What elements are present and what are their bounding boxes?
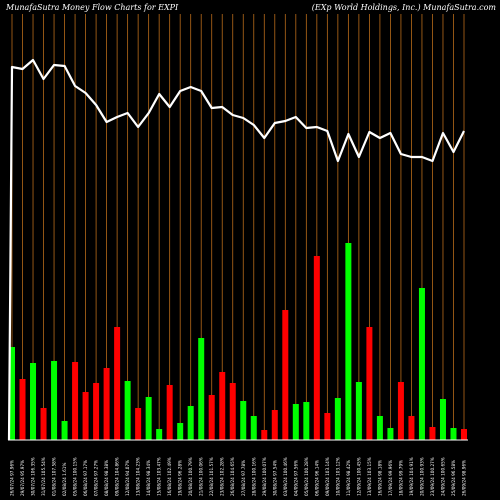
bar [429,427,436,440]
bar [376,416,383,440]
x-tick-label: 20/09/24 100.93% [419,457,424,496]
chart-title-left: MunafaSutra Money Flow Charts for EXPI [5,3,179,12]
x-tick-label: 26/07/24 97.96% [10,460,15,496]
bar [250,416,257,440]
x-tick-label: 22/08/24 101.57% [209,457,214,496]
x-tick-label: 30/07/24 106.35% [31,457,36,496]
bars-layer [9,243,467,440]
x-tick-label: 03/09/24 100.46% [283,457,288,496]
bar [229,383,236,440]
x-tick-label: 05/09/24 100.28% [304,457,309,496]
bar [135,408,142,440]
x-tick-label: 23/09/24 100.27% [430,457,435,496]
bar [303,402,310,440]
x-tick-label: 30/08/24 97.54% [272,460,277,496]
bar [408,416,415,440]
bar [19,379,26,440]
bar [82,392,89,440]
bar [198,338,205,440]
x-tick-label: 29/07/24 95.97% [20,460,25,496]
bar [366,327,373,440]
x-tick-label: 09/09/24 103.14% [325,457,330,496]
bar [355,382,362,440]
bar [271,410,278,440]
x-tick-label: 21/08/24 100.06% [199,457,204,496]
x-tick-label: 20/08/24 100.79% [188,457,193,496]
bar [208,395,215,440]
x-tick-label: 16/09/24 98.18% [377,460,382,496]
x-tick-label: 25/09/24 96.58% [451,460,456,496]
x-tick-label: 16/08/24 102.49% [167,457,172,496]
x-tick-label: 07/08/24 97.27% [94,460,99,496]
bar [187,406,194,440]
x-tick-labels: 26/07/24 97.96% 29/07/24 95.97% 30/07/24 1… [10,457,467,496]
x-tick-label: 01/08/24 107.58% [52,457,57,496]
x-tick-label: 11/09/24 98.42% [346,460,351,496]
bar [282,310,289,440]
x-tick-label: 28/08/24 100.16% [251,457,256,496]
bar [418,288,425,440]
x-tick-label: 13/08/24 104.23% [136,457,141,496]
x-tick-label: 31/07/24 105.54% [41,457,46,496]
x-tick-label: 24/09/24 100.65% [440,457,445,496]
bar [93,383,100,440]
bar [261,430,268,440]
x-tick-label: 19/09/24 104.91% [409,457,414,496]
bar [166,385,173,440]
x-tick-label: 08/08/24 98.38% [104,460,109,496]
x-tick-label: 13/09/24 103.15% [367,457,372,496]
x-tick-label: 04/09/24 97.56% [293,460,298,496]
x-tick-label: 27/08/24 97.78% [241,460,246,496]
bar [72,362,79,440]
x-tick-label: 06/08/24 97.17% [83,460,88,496]
x-tick-label: 14/08/24 98.34% [146,460,151,496]
x-tick-label: 26/08/24 104.65% [230,457,235,496]
bar [219,372,226,440]
bar [30,363,37,440]
x-tick-label: 10/09/24 103.12% [335,457,340,496]
bar [345,243,352,440]
x-tick-label: 17/09/24 99.96% [388,460,393,496]
bar [124,381,131,440]
bar [313,256,320,440]
x-tick-label: 05/08/24 100.15% [73,457,78,496]
bar [450,428,457,440]
bar [51,361,58,440]
x-tick-label: 29/08/24 100.07% [262,457,267,496]
x-tick-label: 09/08/24 104.86% [115,457,120,496]
bar [292,404,299,440]
bar [397,382,404,440]
bar [40,408,47,440]
x-tick-label: 15/08/24 103.47% [157,457,162,496]
bar [103,368,110,440]
x-tick-label: 23/08/24 102.28% [220,457,225,496]
bar [324,413,331,440]
price-line [7,58,465,441]
x-tick-label: 06/09/24 96.14% [314,460,319,496]
x-tick-label: 18/09/24 99.79% [398,460,403,496]
bar [61,421,68,440]
bar [156,429,163,440]
bar [177,423,184,440]
bar [9,347,15,440]
bar [145,397,152,440]
bar [387,428,394,440]
x-tick-label: 12/09/24 100.45% [356,457,361,496]
x-tick-label: 26/09/24 98.96% [462,460,467,496]
bar [114,327,121,440]
x-tick-label: 12/08/24 94.07% [125,460,130,496]
chart-title-right: (EXp World Holdings, Inc.) MunafaSutra.c… [312,3,497,12]
x-tick-label: 02/08/24 1.61% [62,463,67,496]
bar [439,399,446,440]
bar [240,401,247,440]
bar [334,398,341,440]
bar [461,429,467,440]
x-tick-label: 19/08/24 96.28% [178,460,183,496]
